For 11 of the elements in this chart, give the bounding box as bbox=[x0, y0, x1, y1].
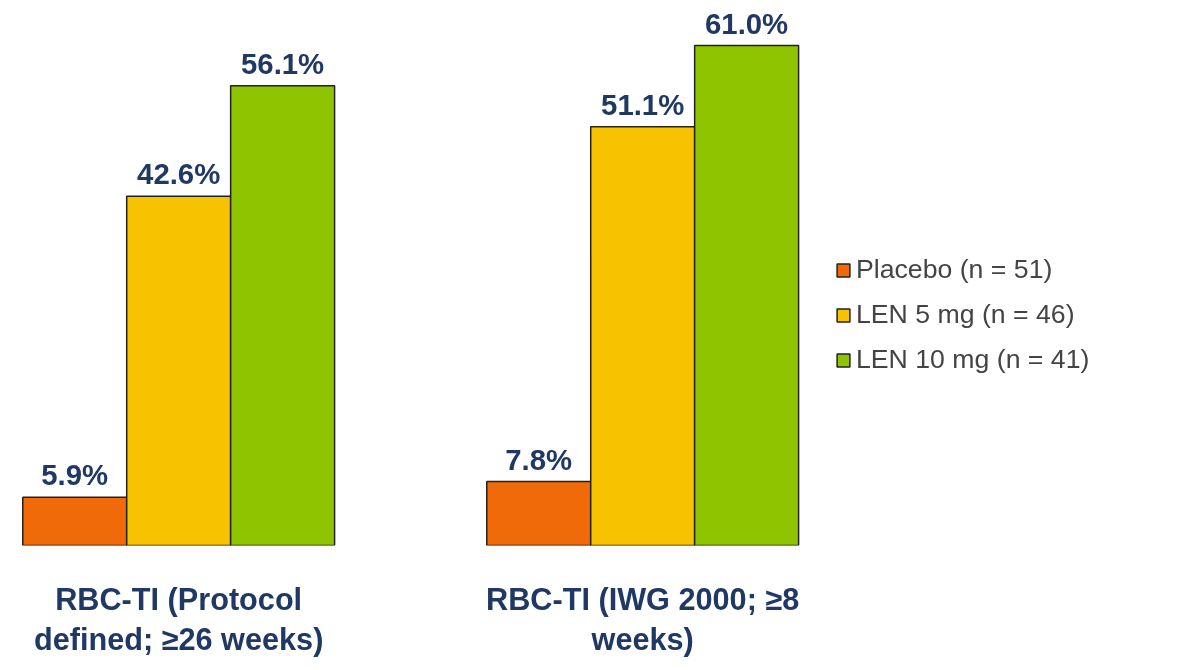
legend-label: Placebo (n = 51) bbox=[856, 254, 1053, 285]
x-tick-label: RBC-TI (IWG 2000; ≥8 weeks) bbox=[486, 581, 800, 658]
data-label: 56.1% bbox=[241, 46, 325, 80]
data-label: 61.0% bbox=[705, 6, 789, 40]
x-tick-label: RBC-TI (Protocol defined; ≥26 weeks) bbox=[33, 581, 324, 658]
legend-label: LEN 5 mg (n = 46) bbox=[856, 299, 1075, 330]
data-label: 7.8% bbox=[505, 442, 573, 476]
data-label: 42.6% bbox=[137, 157, 221, 191]
legend-label: LEN 10 mg (n = 41) bbox=[856, 344, 1090, 375]
data-label: 5.9% bbox=[41, 458, 109, 492]
data-label: 51.1% bbox=[601, 87, 685, 121]
